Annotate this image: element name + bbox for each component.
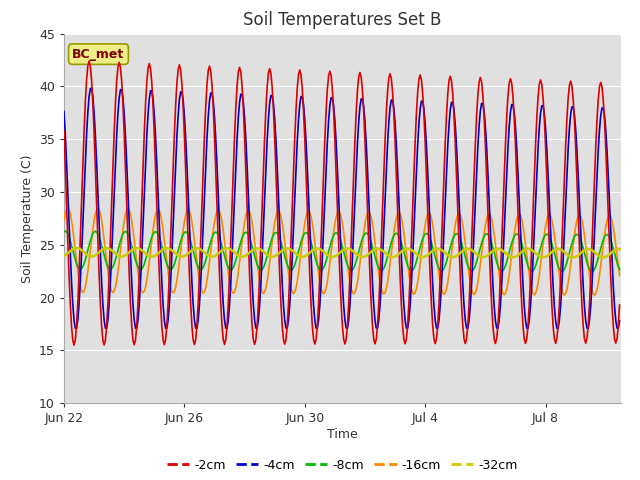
Text: BC_met: BC_met [72,48,125,60]
Legend: -2cm, -4cm, -8cm, -16cm, -32cm: -2cm, -4cm, -8cm, -16cm, -32cm [162,454,523,477]
Y-axis label: Soil Temperature (C): Soil Temperature (C) [20,154,33,283]
X-axis label: Time: Time [327,428,358,441]
Title: Soil Temperatures Set B: Soil Temperatures Set B [243,11,442,29]
